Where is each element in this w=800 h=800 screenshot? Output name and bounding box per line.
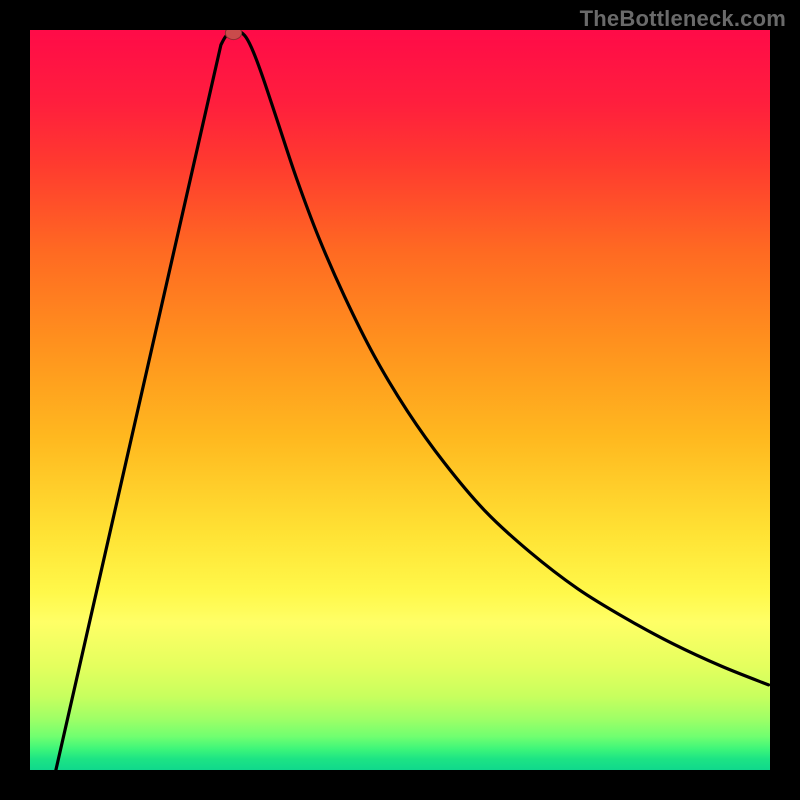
minimum-marker [225,30,241,40]
gradient-curve-plot [30,30,770,770]
watermark-text: TheBottleneck.com [580,6,786,32]
chart-area [30,30,770,770]
